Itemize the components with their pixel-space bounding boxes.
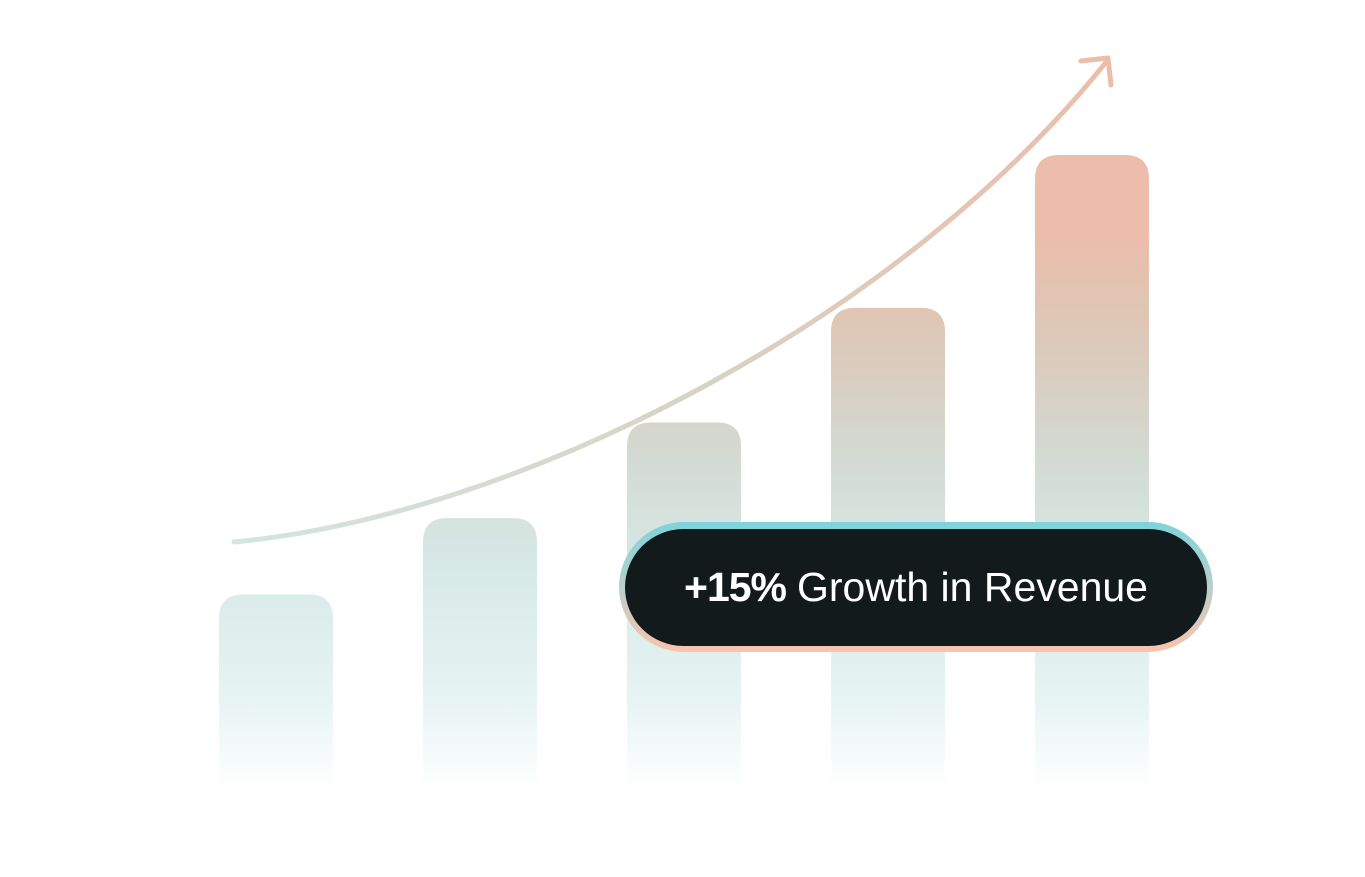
- bar-2: [423, 518, 537, 792]
- bar-1: [219, 594, 333, 792]
- growth-label: Growth in Revenue: [797, 564, 1148, 610]
- arrow-head-icon: [1078, 55, 1114, 88]
- growth-badge: +15% Growth in Revenue: [619, 522, 1213, 652]
- growth-percentage: +15%: [684, 564, 787, 610]
- growth-badge-inner: +15% Growth in Revenue: [625, 529, 1207, 646]
- bar-5: [1035, 155, 1149, 792]
- trend-line: [231, 58, 1110, 545]
